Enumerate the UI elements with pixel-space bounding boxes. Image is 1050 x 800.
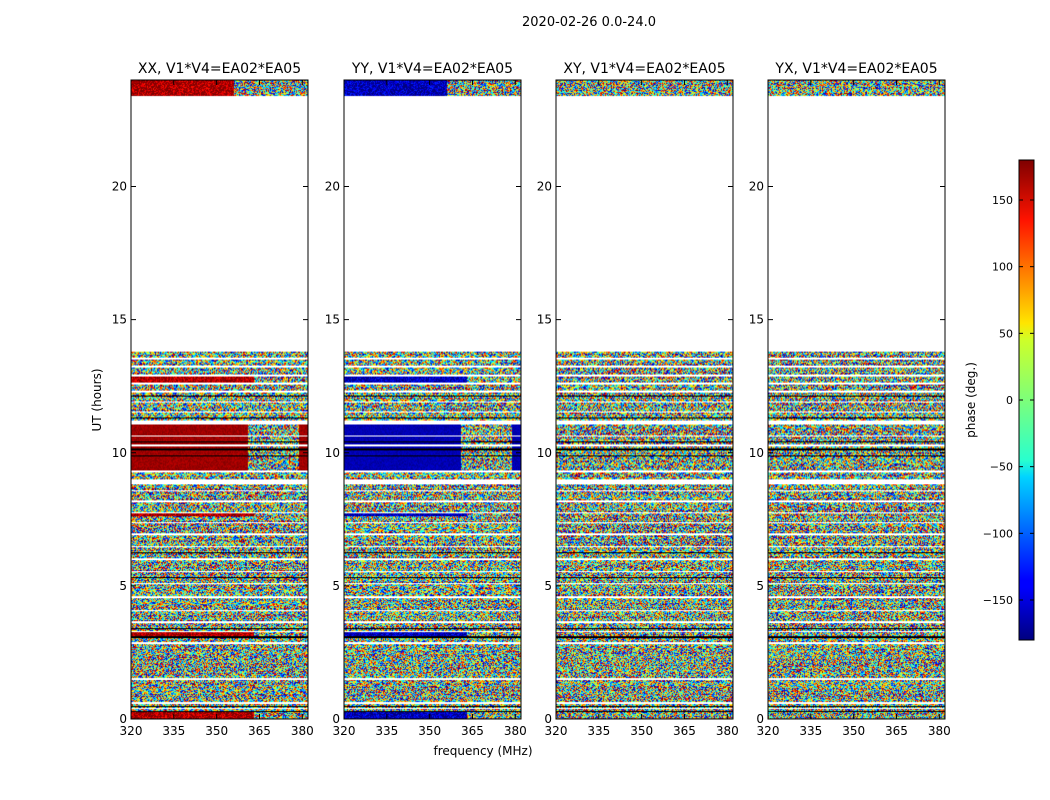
x-tick-label: 320 xyxy=(545,724,568,738)
phase-heatmap xyxy=(131,80,308,719)
y-tick-label: 15 xyxy=(112,313,127,327)
colorbar-label: phase (deg.) xyxy=(964,362,978,438)
panel-frame xyxy=(343,79,522,720)
colorbar-tick-label: 50 xyxy=(999,327,1013,340)
y-tick-label: 10 xyxy=(537,446,552,460)
y-axis-label: UT (hours) xyxy=(90,368,104,431)
y-tick-label: 15 xyxy=(325,313,340,327)
y-tick-label: 15 xyxy=(749,313,764,327)
colorbar-tick-label: 150 xyxy=(992,194,1013,207)
y-tick-label: 15 xyxy=(537,313,552,327)
panel-title: XX, V1*V4=EA02*EA05 xyxy=(138,61,301,77)
y-tick-label: 5 xyxy=(332,579,340,593)
x-tick-label: 320 xyxy=(120,724,143,738)
y-tick-label: 10 xyxy=(749,446,764,460)
panels: XX, V1*V4=EA02*EA05 320 335 350 365 380 0 5 10 15… xyxy=(112,61,951,738)
y-tick-label: 0 xyxy=(544,712,552,726)
panel-yx: YX, V1*V4=EA02*EA05 320 335 350 365 380 0 5 10 15… xyxy=(749,61,951,738)
panel-title: XY, V1*V4=EA02*EA05 xyxy=(563,61,725,77)
x-tick-label: 320 xyxy=(333,724,356,738)
x-tick-label: 380 xyxy=(928,724,951,738)
colorbar-tick-label: 100 xyxy=(992,261,1013,274)
phase-heatmap xyxy=(768,80,945,719)
x-tick-label: 365 xyxy=(673,724,696,738)
figure-suptitle: 2020-02-26 0.0-24.0 xyxy=(522,15,656,30)
phase-heatmap xyxy=(556,80,733,719)
x-axis-label: frequency (MHz) xyxy=(433,744,532,758)
colorbar-ticks: 150 100 50 0 −50 −100 −150 xyxy=(983,194,1034,607)
x-tick-label: 335 xyxy=(375,724,398,738)
colorbar-tick-label: −100 xyxy=(983,527,1013,540)
x-tick-label: 350 xyxy=(630,724,653,738)
y-tick-label: 20 xyxy=(537,180,552,194)
y-tick-label: 5 xyxy=(544,579,552,593)
x-tick-label: 365 xyxy=(248,724,271,738)
y-tick-label: 0 xyxy=(119,712,127,726)
x-tick-label: 380 xyxy=(716,724,739,738)
y-tick-label: 10 xyxy=(112,446,127,460)
y-tick-label: 20 xyxy=(749,180,764,194)
colorbar: 150 100 50 0 −50 −100 −150 phase (deg.) xyxy=(964,159,1035,641)
y-tick-label: 0 xyxy=(756,712,764,726)
x-tick-label: 335 xyxy=(587,724,610,738)
panel-frame xyxy=(555,79,734,720)
colorbar-tick-label: −50 xyxy=(990,461,1013,474)
x-tick-label: 350 xyxy=(842,724,865,738)
y-tick-label: 5 xyxy=(756,579,764,593)
colorbar-tick-label: 0 xyxy=(1006,394,1013,407)
colorbar-tick-label: −150 xyxy=(983,594,1013,607)
x-tick-label: 350 xyxy=(205,724,228,738)
x-tick-label: 335 xyxy=(799,724,822,738)
x-tick-label: 380 xyxy=(504,724,527,738)
x-tick-label: 320 xyxy=(757,724,780,738)
panel-xy: XY, V1*V4=EA02*EA05 320 335 350 365 380 0 5 10 15… xyxy=(537,61,739,738)
x-tick-label: 365 xyxy=(461,724,484,738)
y-tick-label: 10 xyxy=(325,446,340,460)
panel-title: YX, V1*V4=EA02*EA05 xyxy=(774,61,937,77)
panel-yy: YY, V1*V4=EA02*EA05 320 335 350 365 380 0 5 10 15… xyxy=(325,61,527,738)
panel-frame xyxy=(767,79,946,720)
x-tick-label: 365 xyxy=(885,724,908,738)
phase-heatmap xyxy=(344,80,521,719)
y-tick-label: 20 xyxy=(112,180,127,194)
x-tick-label: 380 xyxy=(291,724,314,738)
y-tick-label: 0 xyxy=(332,712,340,726)
panel-xx: XX, V1*V4=EA02*EA05 320 335 350 365 380 0 5 10 15… xyxy=(112,61,314,738)
y-tick-label: 20 xyxy=(325,180,340,194)
panel-frame xyxy=(130,79,309,720)
y-tick-label: 5 xyxy=(119,579,127,593)
panel-title: YY, V1*V4=EA02*EA05 xyxy=(351,61,513,77)
x-tick-label: 350 xyxy=(418,724,441,738)
x-tick-label: 335 xyxy=(162,724,185,738)
